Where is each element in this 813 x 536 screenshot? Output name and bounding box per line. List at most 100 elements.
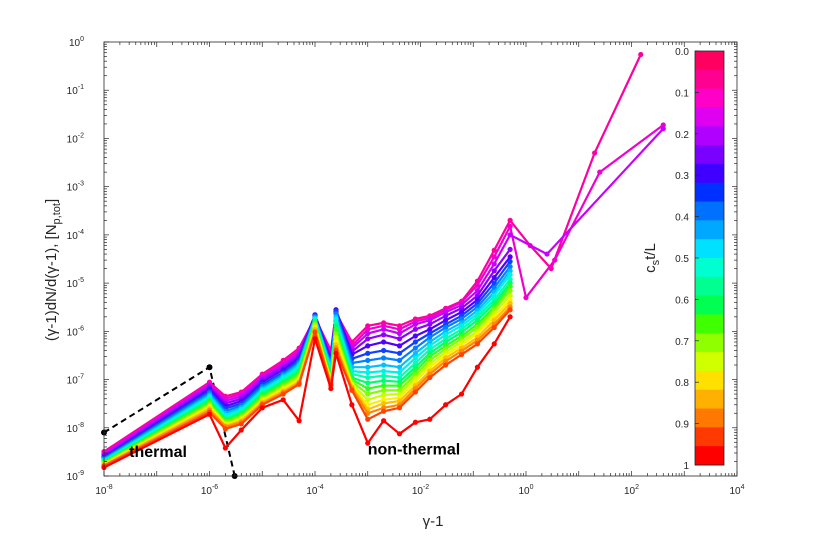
data-point: [507, 300, 513, 306]
colorbar-swatch: [695, 333, 724, 353]
data-point: [296, 381, 302, 387]
y-tick-label: 10-8: [67, 422, 84, 435]
data-point: [597, 169, 603, 175]
data-point: [333, 338, 339, 344]
data-point: [474, 341, 481, 347]
data-point: [491, 254, 497, 260]
series-tail-path: [509, 127, 665, 256]
data-point: [427, 326, 433, 332]
data-point: [507, 314, 513, 320]
data-point: [412, 339, 418, 345]
data-point: [365, 357, 371, 363]
colorbar-swatch: [695, 51, 724, 71]
data-point: [443, 324, 449, 331]
data-point: [427, 346, 433, 353]
data-point: [458, 316, 465, 322]
data-point: [552, 257, 558, 263]
data-point: [349, 387, 355, 393]
data-point: [312, 329, 318, 336]
data-point: [491, 324, 497, 331]
data-point: [349, 402, 355, 408]
colorbar-swatch: [695, 126, 724, 146]
data-point: [381, 418, 387, 424]
x-tick-label: 104: [729, 484, 744, 497]
data-point: [660, 122, 666, 128]
data-point: [412, 389, 418, 395]
data-point: [206, 411, 213, 417]
data-point: [427, 357, 433, 363]
data-point: [396, 326, 403, 332]
data-point: [491, 261, 497, 267]
data-point: [443, 402, 449, 408]
data-point: [365, 343, 371, 349]
x-tick-label: 10-2: [412, 484, 429, 497]
data-point: [396, 330, 403, 337]
y-tick-label: 100: [69, 36, 84, 49]
data-point: [396, 350, 403, 356]
data-point: [412, 350, 418, 356]
colorbar-swatch: [695, 239, 724, 259]
annotations: thermal non-thermal: [129, 441, 460, 460]
annotation-thermal: thermal: [129, 444, 187, 461]
data-point: [427, 364, 433, 370]
colorbar-swatch: [695, 427, 724, 447]
data-point: [333, 350, 339, 356]
data-point: [365, 440, 371, 446]
data-point: [280, 397, 286, 403]
colorbar-swatch: [695, 182, 724, 203]
data-point: [238, 427, 244, 433]
colorbar-tick-label: 0.4: [675, 213, 689, 224]
data-point: [333, 330, 339, 337]
data-point: [427, 334, 433, 340]
data-point: [328, 385, 334, 392]
colorbar-swatch: [695, 408, 724, 428]
colorbar-swatch: [695, 220, 724, 240]
data-point: [544, 251, 550, 257]
colorbar-tick-label: 0.0: [675, 47, 689, 58]
data-point: [381, 347, 387, 354]
data-point: [427, 321, 433, 327]
data-point: [507, 263, 513, 270]
series-line: [101, 314, 513, 471]
colorbar-tick-label: 0.2: [675, 130, 689, 141]
colorbar-tick-label: 0.6: [675, 295, 689, 306]
colorbar-swatch: [695, 276, 724, 297]
data-point: [365, 369, 371, 376]
data-point: [333, 334, 339, 340]
colorbar-swatch: [695, 145, 724, 165]
data-point: [507, 293, 513, 299]
data-point: [381, 387, 387, 393]
data-point: [523, 295, 529, 301]
data-point: [427, 416, 433, 422]
data-point: [381, 332, 387, 338]
data-point: [365, 380, 371, 386]
data-point: [365, 391, 371, 397]
data-point: [427, 374, 433, 381]
data-point: [396, 374, 403, 381]
x-axis-label: γ-1: [423, 513, 444, 530]
colorbar-swatch: [695, 88, 724, 108]
data-point: [443, 339, 449, 345]
data-point: [507, 307, 513, 313]
y-tick-label: 10-7: [67, 374, 84, 387]
series-layer: [101, 51, 666, 471]
data-point: [427, 317, 433, 323]
x-tick-label: 10-8: [95, 484, 112, 497]
data-point: [280, 391, 286, 397]
data-point: [381, 392, 387, 398]
data-point: [365, 350, 371, 356]
y-tick-label: 10-6: [67, 325, 84, 338]
x-axis-ticks: 10-8 10-6 10-4 10-2 100 102 104: [95, 42, 745, 497]
data-point: [507, 254, 513, 260]
colorbar-swatch: [695, 201, 724, 221]
data-point: [396, 343, 403, 349]
colorbar-label: cst/L: [642, 243, 662, 273]
data-point: [427, 343, 433, 349]
colorbar-swatch: [695, 258, 724, 278]
colorbar-swatch: [695, 314, 724, 334]
colorbar-swatch: [695, 446, 724, 466]
data-point: [412, 419, 418, 425]
x-tick-label: 100: [518, 484, 533, 497]
data-point: [443, 317, 449, 323]
data-point: [296, 418, 302, 424]
